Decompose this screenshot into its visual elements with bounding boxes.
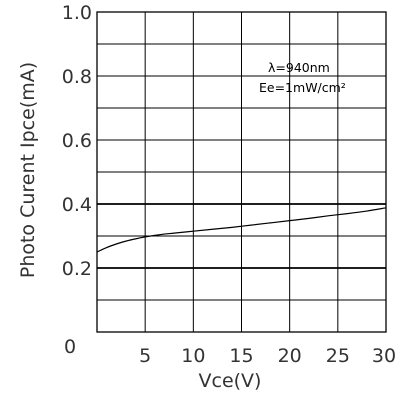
plot-frame	[96, 11, 387, 333]
series-line	[96, 207, 387, 253]
grid	[97, 12, 386, 332]
x-tick-label: 0	[64, 336, 76, 358]
x-tick-label: 10	[181, 345, 205, 367]
x-axis-label: Vce(V)	[199, 370, 262, 392]
y-tick-label: 0.4	[62, 194, 92, 216]
y-tick-label: 0.6	[62, 130, 92, 152]
y-tick-label: 0.8	[62, 66, 92, 88]
y-tick-labels: 0.2 0.4 0.6 0.8 1.0	[62, 2, 92, 280]
y-tick-label: 0.2	[62, 258, 92, 280]
x-tick-label: 20	[278, 345, 302, 367]
x-tick-label: 25	[326, 345, 350, 367]
x-tick-labels: 0 5 10 15 20 25 30	[64, 336, 396, 367]
x-tick-label: 30	[372, 345, 396, 367]
y-tick-label: 1.0	[62, 2, 92, 24]
annotation-wavelength: λ=940nm	[268, 60, 330, 75]
x-tick-label: 5	[139, 345, 151, 367]
y-axis-label: Photo Curent Ipce(mA)	[17, 62, 39, 278]
annotation-irradiance: Ee=1mW/cm²	[259, 80, 346, 95]
x-tick-label: 15	[229, 345, 253, 367]
